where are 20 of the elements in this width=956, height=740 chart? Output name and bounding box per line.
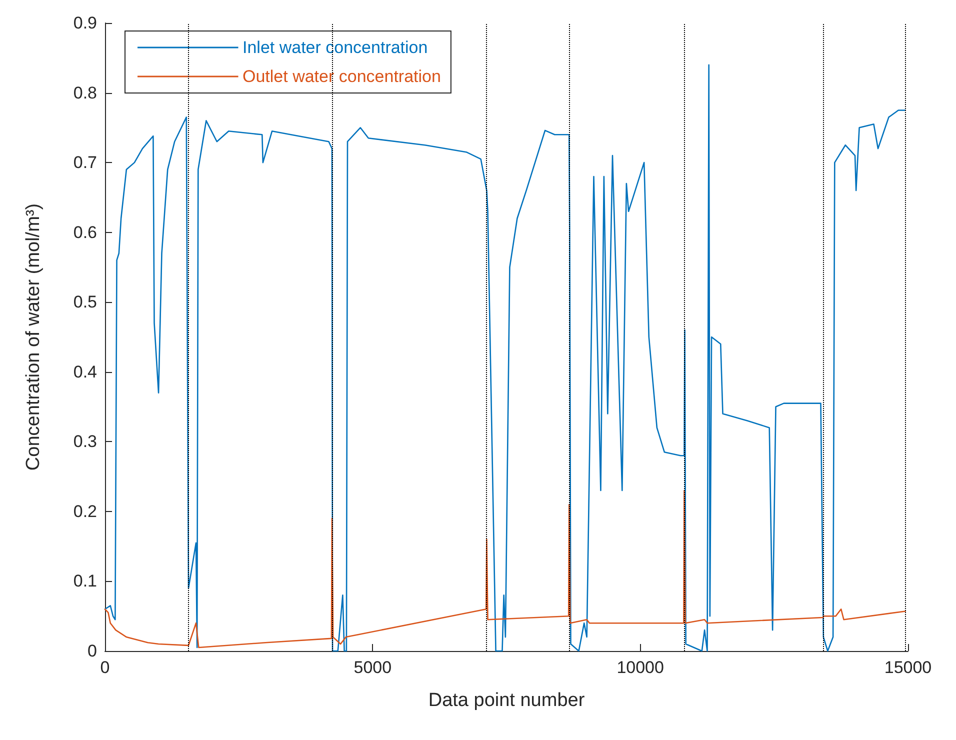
y-tick-label: 0.2 — [73, 502, 97, 521]
x-axis-title: Data point number — [428, 690, 586, 711]
line-series — [104, 64, 906, 652]
y-tick-label: 0.6 — [73, 222, 97, 242]
y-tick-label: 0.4 — [73, 362, 97, 382]
x-tick-label: 10000 — [616, 658, 664, 677]
x-tick-label: 5000 — [354, 658, 392, 677]
y-tick-label: 0.3 — [73, 432, 97, 452]
text: Outlet water concentration — [242, 67, 441, 86]
x-tick-label: 15000 — [884, 658, 932, 677]
y-tick-label: 0.8 — [73, 83, 97, 102]
y-tick-label: 0.7 — [73, 153, 97, 172]
y-tick-label: 0.1 — [73, 572, 97, 591]
y-tick-label: 0.9 — [73, 14, 97, 32]
text: Inlet water concentration — [242, 38, 428, 57]
line-series — [104, 490, 906, 648]
y-tick-label: 0.5 — [73, 292, 97, 312]
y-axis-title: Concentration of water (mol/m³) — [23, 203, 44, 471]
x-tick-label: 0 — [100, 658, 110, 677]
y-tick-label: 0 — [88, 642, 97, 660]
